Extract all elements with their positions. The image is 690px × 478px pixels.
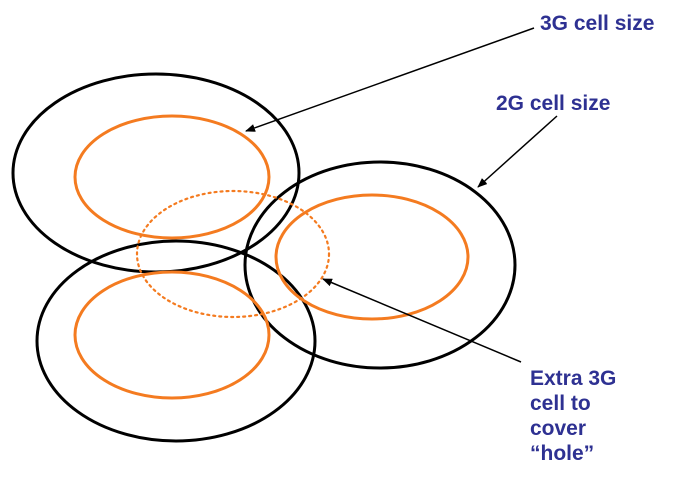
cell-3g-extra-dotted [135,189,331,319]
label-extra-line: “hole” [530,442,595,465]
label-2g-cell-size: 2G cell size [496,92,611,115]
arrow-3g-cell-size [245,27,535,132]
cell-3g-bottom-left [73,270,271,400]
cell-2g-bottom-left [35,239,317,443]
cell-3g-right [274,193,470,321]
label-3g-cell-size: 3G cell size [540,12,655,35]
label-extra-line: cover [530,417,587,440]
label-extra-line: cell to [530,392,591,415]
label-extra-3g-cell: Extra 3G cell to cover “hole” [530,366,616,466]
cell-2g-right [243,160,517,370]
arrow-extra-3g-cell [322,278,522,363]
arrow-2g-cell-size [477,115,558,188]
cell-3g-top-left [73,114,271,240]
label-extra-line: Extra 3G [530,367,617,390]
